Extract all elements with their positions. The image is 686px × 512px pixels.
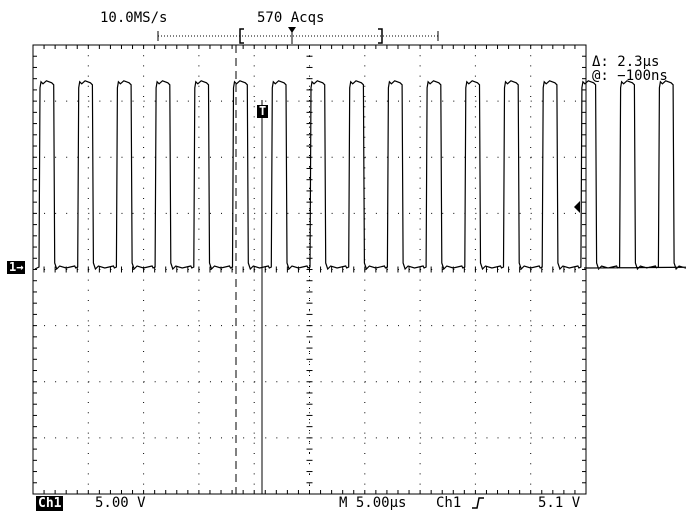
- channel1-ground-marker[interactable]: 1→: [7, 260, 26, 274]
- acquisitions-label: 570 Acqs: [257, 10, 325, 26]
- graticule-grid: [32, 44, 587, 495]
- trigger-level-label: 5.1 V: [538, 495, 581, 511]
- trigger-source-label: Ch1: [436, 495, 462, 511]
- cursor-delta-readout: Δ: 2.3µs: [592, 54, 660, 70]
- trigger-position-marker[interactable]: T: [257, 104, 269, 118]
- timebase-label: M 5.00µs: [339, 495, 407, 511]
- rising-edge-icon: [472, 497, 484, 509]
- volts-per-div-label: 5.00 V: [95, 495, 146, 511]
- trigger-level-marker-icon[interactable]: [574, 201, 580, 213]
- record-length-bar: [157, 27, 439, 44]
- cursor-position-readout: @: −100ns: [592, 68, 668, 84]
- channel1-label[interactable]: Ch1: [36, 496, 64, 511]
- sample-rate-label: 10.0MS/s: [100, 10, 168, 26]
- channel1-waveform: [34, 80, 686, 271]
